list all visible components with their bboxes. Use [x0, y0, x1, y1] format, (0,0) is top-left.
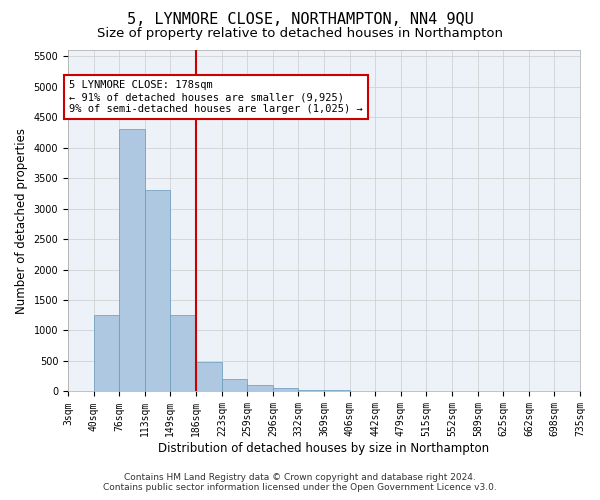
- Bar: [119, 130, 145, 392]
- Text: 5, LYNMORE CLOSE, NORTHAMPTON, NN4 9QU: 5, LYNMORE CLOSE, NORTHAMPTON, NN4 9QU: [127, 12, 473, 28]
- Text: Size of property relative to detached houses in Northampton: Size of property relative to detached ho…: [97, 28, 503, 40]
- Bar: [196, 362, 222, 392]
- Bar: [350, 390, 375, 392]
- Bar: [145, 190, 170, 392]
- Bar: [375, 391, 401, 392]
- Bar: [94, 316, 119, 392]
- Bar: [170, 316, 196, 392]
- Bar: [298, 390, 324, 392]
- X-axis label: Distribution of detached houses by size in Northampton: Distribution of detached houses by size …: [158, 442, 490, 455]
- Bar: [247, 386, 273, 392]
- Bar: [324, 390, 350, 392]
- Text: 5 LYNMORE CLOSE: 178sqm
← 91% of detached houses are smaller (9,925)
9% of semi-: 5 LYNMORE CLOSE: 178sqm ← 91% of detache…: [70, 80, 363, 114]
- Bar: [273, 388, 298, 392]
- Bar: [222, 380, 247, 392]
- Text: Contains HM Land Registry data © Crown copyright and database right 2024.
Contai: Contains HM Land Registry data © Crown c…: [103, 473, 497, 492]
- Y-axis label: Number of detached properties: Number of detached properties: [15, 128, 28, 314]
